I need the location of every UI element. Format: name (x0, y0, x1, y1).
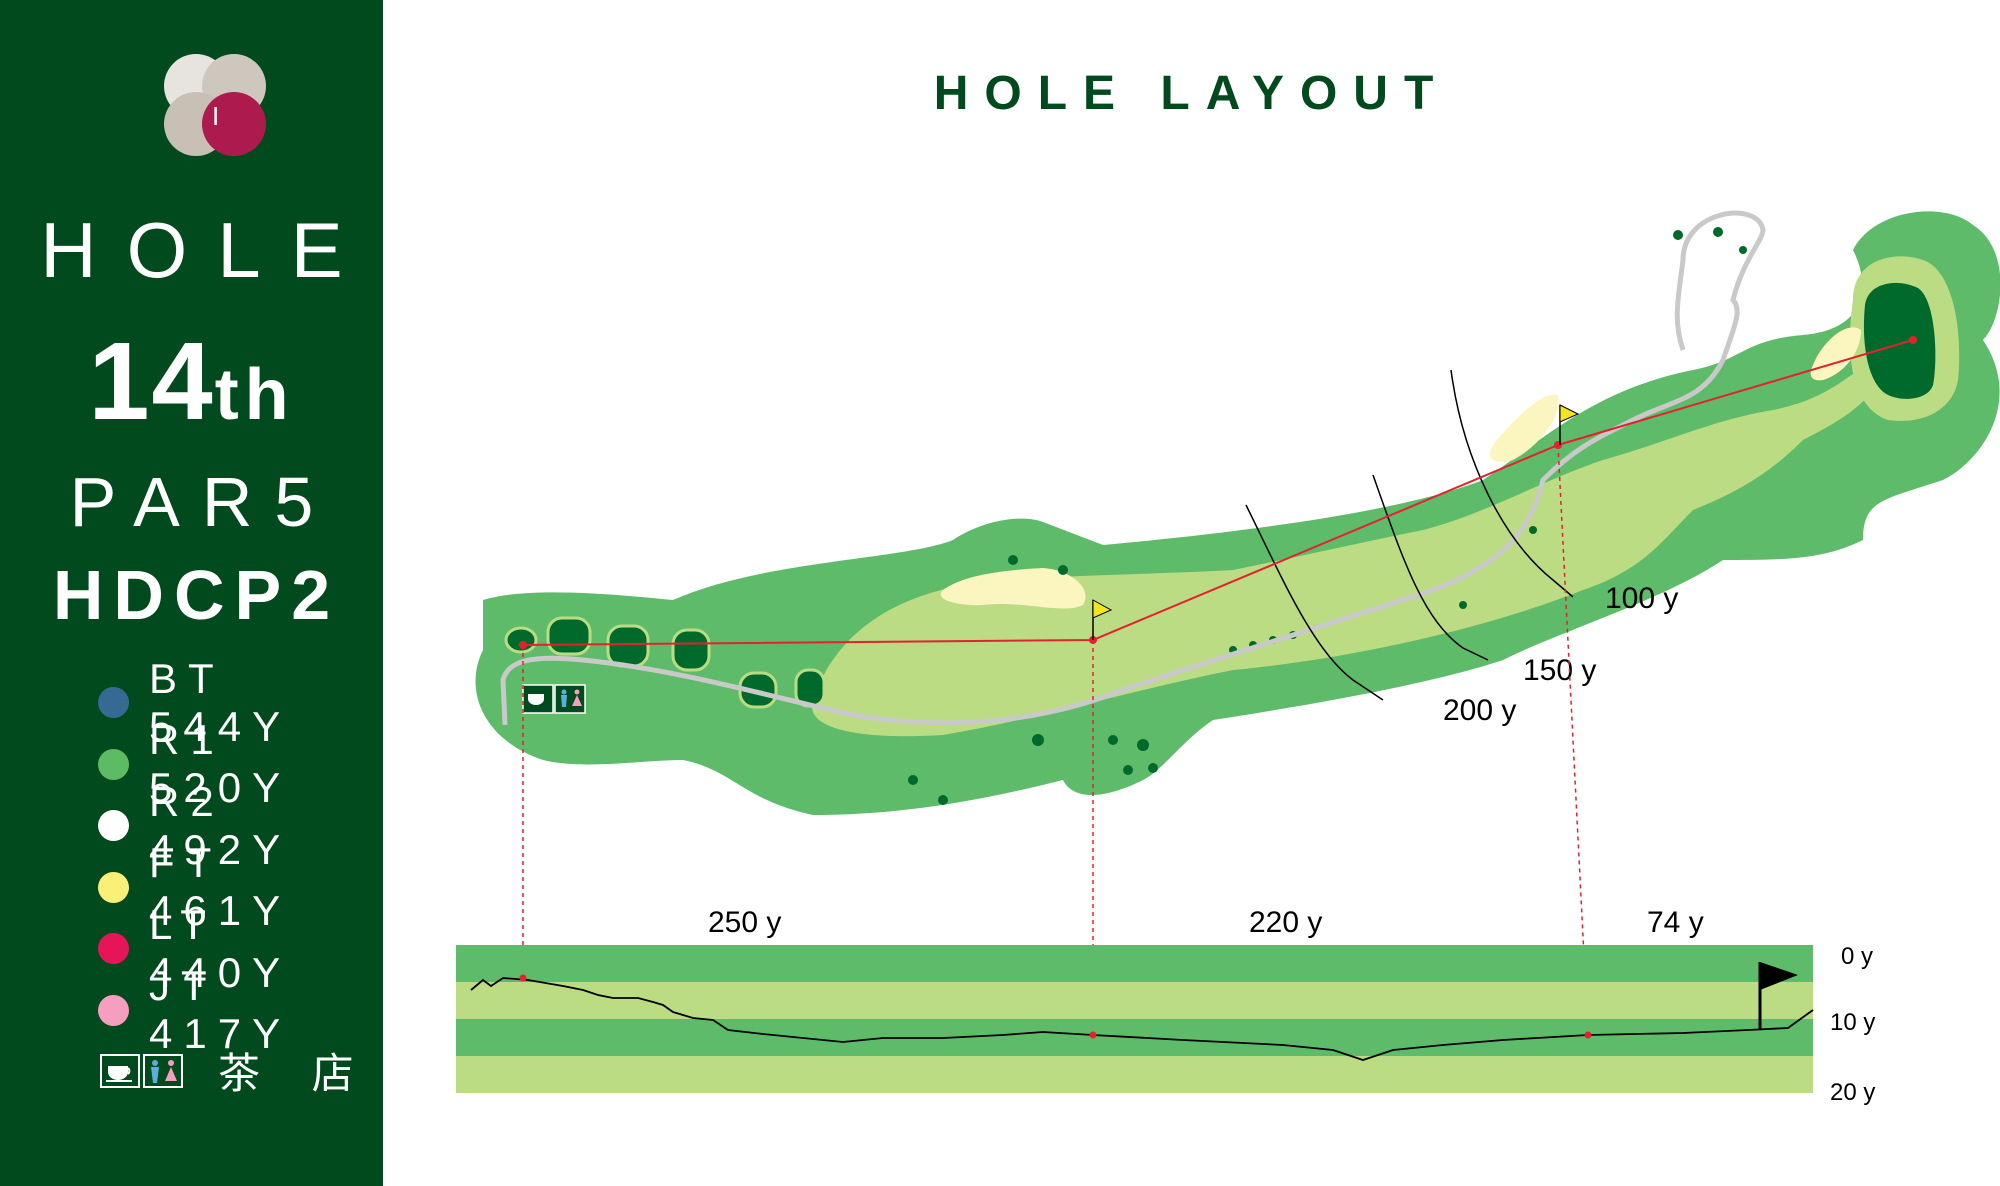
teahouse-label: 茶 店 (218, 1050, 374, 1097)
pin-flag-icon (1758, 962, 1798, 1030)
tee-color-dot (98, 994, 129, 1026)
hole-map: 200 y 150 y 100 y (456, 210, 2000, 1106)
tee-color-dot (98, 810, 129, 842)
club-logo: I (164, 54, 266, 156)
play-line (522, 339, 1914, 646)
flag-icon (1559, 404, 1580, 445)
tee-label: FT 461Y (149, 839, 292, 935)
elevation-label-0: 0 y (1841, 943, 1873, 970)
par-label: PAR5 (69, 463, 336, 541)
arc-label-100: 100 y (1605, 582, 1678, 615)
teahouse-icons (100, 1053, 183, 1088)
page-title: HOLE LAYOUT (933, 67, 1450, 120)
tee-label: R2 492Y (149, 777, 292, 873)
tee-item: BT 544Y (98, 655, 378, 750)
svg-text:I: I (212, 101, 219, 131)
fairway (811, 360, 1878, 737)
elevation-profile (456, 945, 1814, 1093)
teahouse-legend: 茶 店 (100, 1040, 374, 1101)
tea-cup-icon (100, 1053, 140, 1088)
distance-arcs (1245, 369, 1574, 701)
cart-path (500, 210, 1766, 726)
tee-label: LT 440Y (149, 900, 292, 996)
tee-item: R1 520Y (98, 716, 378, 811)
tee-item: JT 417Y (98, 962, 378, 1057)
hole-number-value: 14 (88, 320, 215, 443)
tee-label: BT 544Y (149, 654, 292, 750)
hole-number: 14th (0, 318, 383, 445)
tee-label: R1 520Y (149, 716, 292, 812)
tee-color-dot (98, 748, 129, 780)
arc-label-200: 200 y (1443, 694, 1516, 727)
tee-color-dot (98, 687, 129, 719)
section-distance-2: 220 y (1249, 906, 1322, 939)
arc-label-150: 150 y (1523, 654, 1596, 687)
putting-green (1863, 282, 1936, 399)
tee-color-dot (98, 871, 129, 903)
sidebar: I HOLE 14th PAR5 HDCP2 BT 544Y R1 520Y R… (0, 0, 383, 1186)
tee-item: R2 492Y (98, 778, 378, 873)
tee-list: BT 544Y R1 520Y R2 492Y FT 461Y LT 440Y … (98, 655, 378, 1057)
bunker (1489, 394, 1559, 462)
rough-area (475, 211, 2000, 815)
trees (908, 227, 1747, 805)
tee-item: FT 461Y (98, 839, 378, 934)
map-teahouse-icon (522, 684, 586, 714)
restroom-icon (143, 1053, 183, 1088)
section-distance-1: 250 y (708, 906, 781, 939)
hole-number-suffix: th (214, 355, 295, 435)
bunker (940, 568, 1086, 609)
tee-color-dot (98, 933, 129, 965)
hdcp-label: HDCP2 (52, 556, 341, 634)
section-distance-3: 74 y (1647, 906, 1704, 939)
hole-label: HOLE (40, 206, 373, 294)
elevation-label-10: 10 y (1830, 1009, 1875, 1036)
tee-label: JT 417Y (149, 962, 292, 1058)
flag-icon (1092, 599, 1113, 640)
elevation-label-20: 20 y (1830, 1079, 1875, 1106)
tee-item: LT 440Y (98, 901, 378, 996)
